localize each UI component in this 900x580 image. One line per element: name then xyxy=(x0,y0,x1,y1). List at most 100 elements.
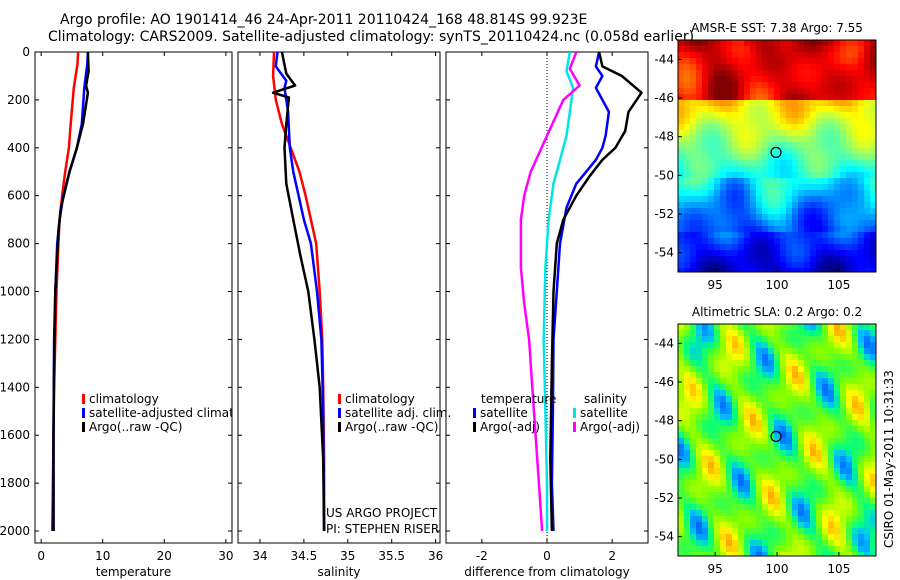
heatmap-cell xyxy=(696,462,703,469)
heatmap-cell xyxy=(804,58,811,65)
heatmap-cell xyxy=(678,232,685,239)
heatmap-cell xyxy=(756,262,763,269)
heatmap-cell xyxy=(852,336,859,343)
heatmap-cell xyxy=(780,250,787,257)
heatmap-cell xyxy=(714,244,721,251)
heatmap-cell xyxy=(804,498,811,505)
heatmap-cell xyxy=(696,250,703,257)
heatmap-cell xyxy=(690,450,697,457)
heatmap-cell xyxy=(834,88,841,95)
heatmap-cell xyxy=(852,432,859,439)
heatmap-cell xyxy=(870,130,877,137)
heatmap-cell xyxy=(720,178,727,185)
heatmap-cell xyxy=(834,534,841,541)
heatmap-cell xyxy=(864,504,871,511)
heatmap-cell xyxy=(762,384,769,391)
heatmap-cell xyxy=(798,124,805,131)
heatmap-cell xyxy=(846,420,853,427)
heatmap-cell xyxy=(678,438,685,445)
heatmap-cell xyxy=(834,136,841,143)
heatmap-cell xyxy=(804,262,811,269)
heatmap-cell xyxy=(756,244,763,251)
heatmap-cell xyxy=(780,468,787,475)
heatmap-cell xyxy=(684,220,691,227)
heatmap-cell xyxy=(774,94,781,101)
heatmap-cell xyxy=(726,64,733,71)
heatmap-cell xyxy=(732,414,739,421)
heatmap-cell xyxy=(738,46,745,53)
heatmap-cell xyxy=(810,360,817,367)
heatmap-cell xyxy=(840,106,847,113)
heatmap-cell xyxy=(792,64,799,71)
heatmap-cell xyxy=(840,546,847,553)
heatmap-cell xyxy=(702,336,709,343)
heatmap-cell xyxy=(678,372,685,379)
heatmap-cell xyxy=(684,184,691,191)
heatmap-cell xyxy=(840,324,847,331)
heatmap-cell xyxy=(678,268,685,273)
heatmap-cell xyxy=(738,426,745,433)
heatmap-cell xyxy=(702,40,709,47)
heatmap-cell xyxy=(816,354,823,361)
heatmap-cell xyxy=(714,372,721,379)
heatmap-cell xyxy=(768,64,775,71)
heatmap-cell xyxy=(708,540,715,547)
heatmap-cell xyxy=(864,378,871,385)
heatmap-cell xyxy=(858,220,865,227)
heatmap-cell xyxy=(828,46,835,53)
heatmap-cell xyxy=(804,546,811,553)
heatmap-cell xyxy=(870,360,877,367)
heatmap-cell xyxy=(696,142,703,149)
heatmap-cell xyxy=(744,516,751,523)
heatmap-cell xyxy=(798,390,805,397)
heatmap-cell xyxy=(864,546,871,553)
heatmap-cell xyxy=(708,468,715,475)
heatmap-cell xyxy=(738,250,745,257)
heatmap-cell xyxy=(768,342,775,349)
heatmap-cell xyxy=(696,510,703,517)
heatmap-cell xyxy=(696,46,703,53)
heatmap-cell xyxy=(828,196,835,203)
heatmap-cell xyxy=(768,462,775,469)
heatmap-cell xyxy=(702,426,709,433)
series-line-salinity-satellite-adj-clim- xyxy=(274,52,326,532)
heatmap-cell xyxy=(798,438,805,445)
heatmap-cell xyxy=(780,366,787,373)
x-tick-label-temperature: 0 xyxy=(37,549,45,563)
heatmap-cell xyxy=(714,40,721,47)
heatmap-cell xyxy=(720,148,727,155)
heatmap-cell xyxy=(834,214,841,221)
heatmap-cell xyxy=(792,462,799,469)
heatmap-cell xyxy=(726,214,733,221)
heatmap-cell xyxy=(696,420,703,427)
heatmap-cell xyxy=(702,226,709,233)
heatmap-cell xyxy=(864,432,871,439)
heatmap-cell xyxy=(810,166,817,173)
heatmap-cell xyxy=(816,160,823,167)
heatmap-cell xyxy=(684,540,691,547)
heatmap-cell xyxy=(690,160,697,167)
heatmap-cell xyxy=(684,456,691,463)
heatmap-cell xyxy=(756,366,763,373)
heatmap-cell xyxy=(816,64,823,71)
heatmap-cell xyxy=(768,94,775,101)
heatmap-cell xyxy=(774,124,781,131)
heatmap-cell xyxy=(774,342,781,349)
heatmap-cell xyxy=(690,220,697,227)
heatmap-cell xyxy=(798,100,805,107)
heatmap-cell xyxy=(810,510,817,517)
heatmap-cell xyxy=(780,118,787,125)
heatmap-cell xyxy=(762,142,769,149)
heatmap-cell xyxy=(816,540,823,547)
heatmap-cell xyxy=(816,384,823,391)
heatmap-cell xyxy=(798,184,805,191)
heatmap-cell xyxy=(768,226,775,233)
legend-temperature-item-1-swatch xyxy=(82,408,85,418)
heatmap-cell xyxy=(726,444,733,451)
heatmap-cell xyxy=(774,546,781,553)
heatmap-cell xyxy=(774,226,781,233)
heatmap-cell xyxy=(822,534,829,541)
heatmap-cell xyxy=(786,444,793,451)
heatmap-cell xyxy=(822,46,829,53)
